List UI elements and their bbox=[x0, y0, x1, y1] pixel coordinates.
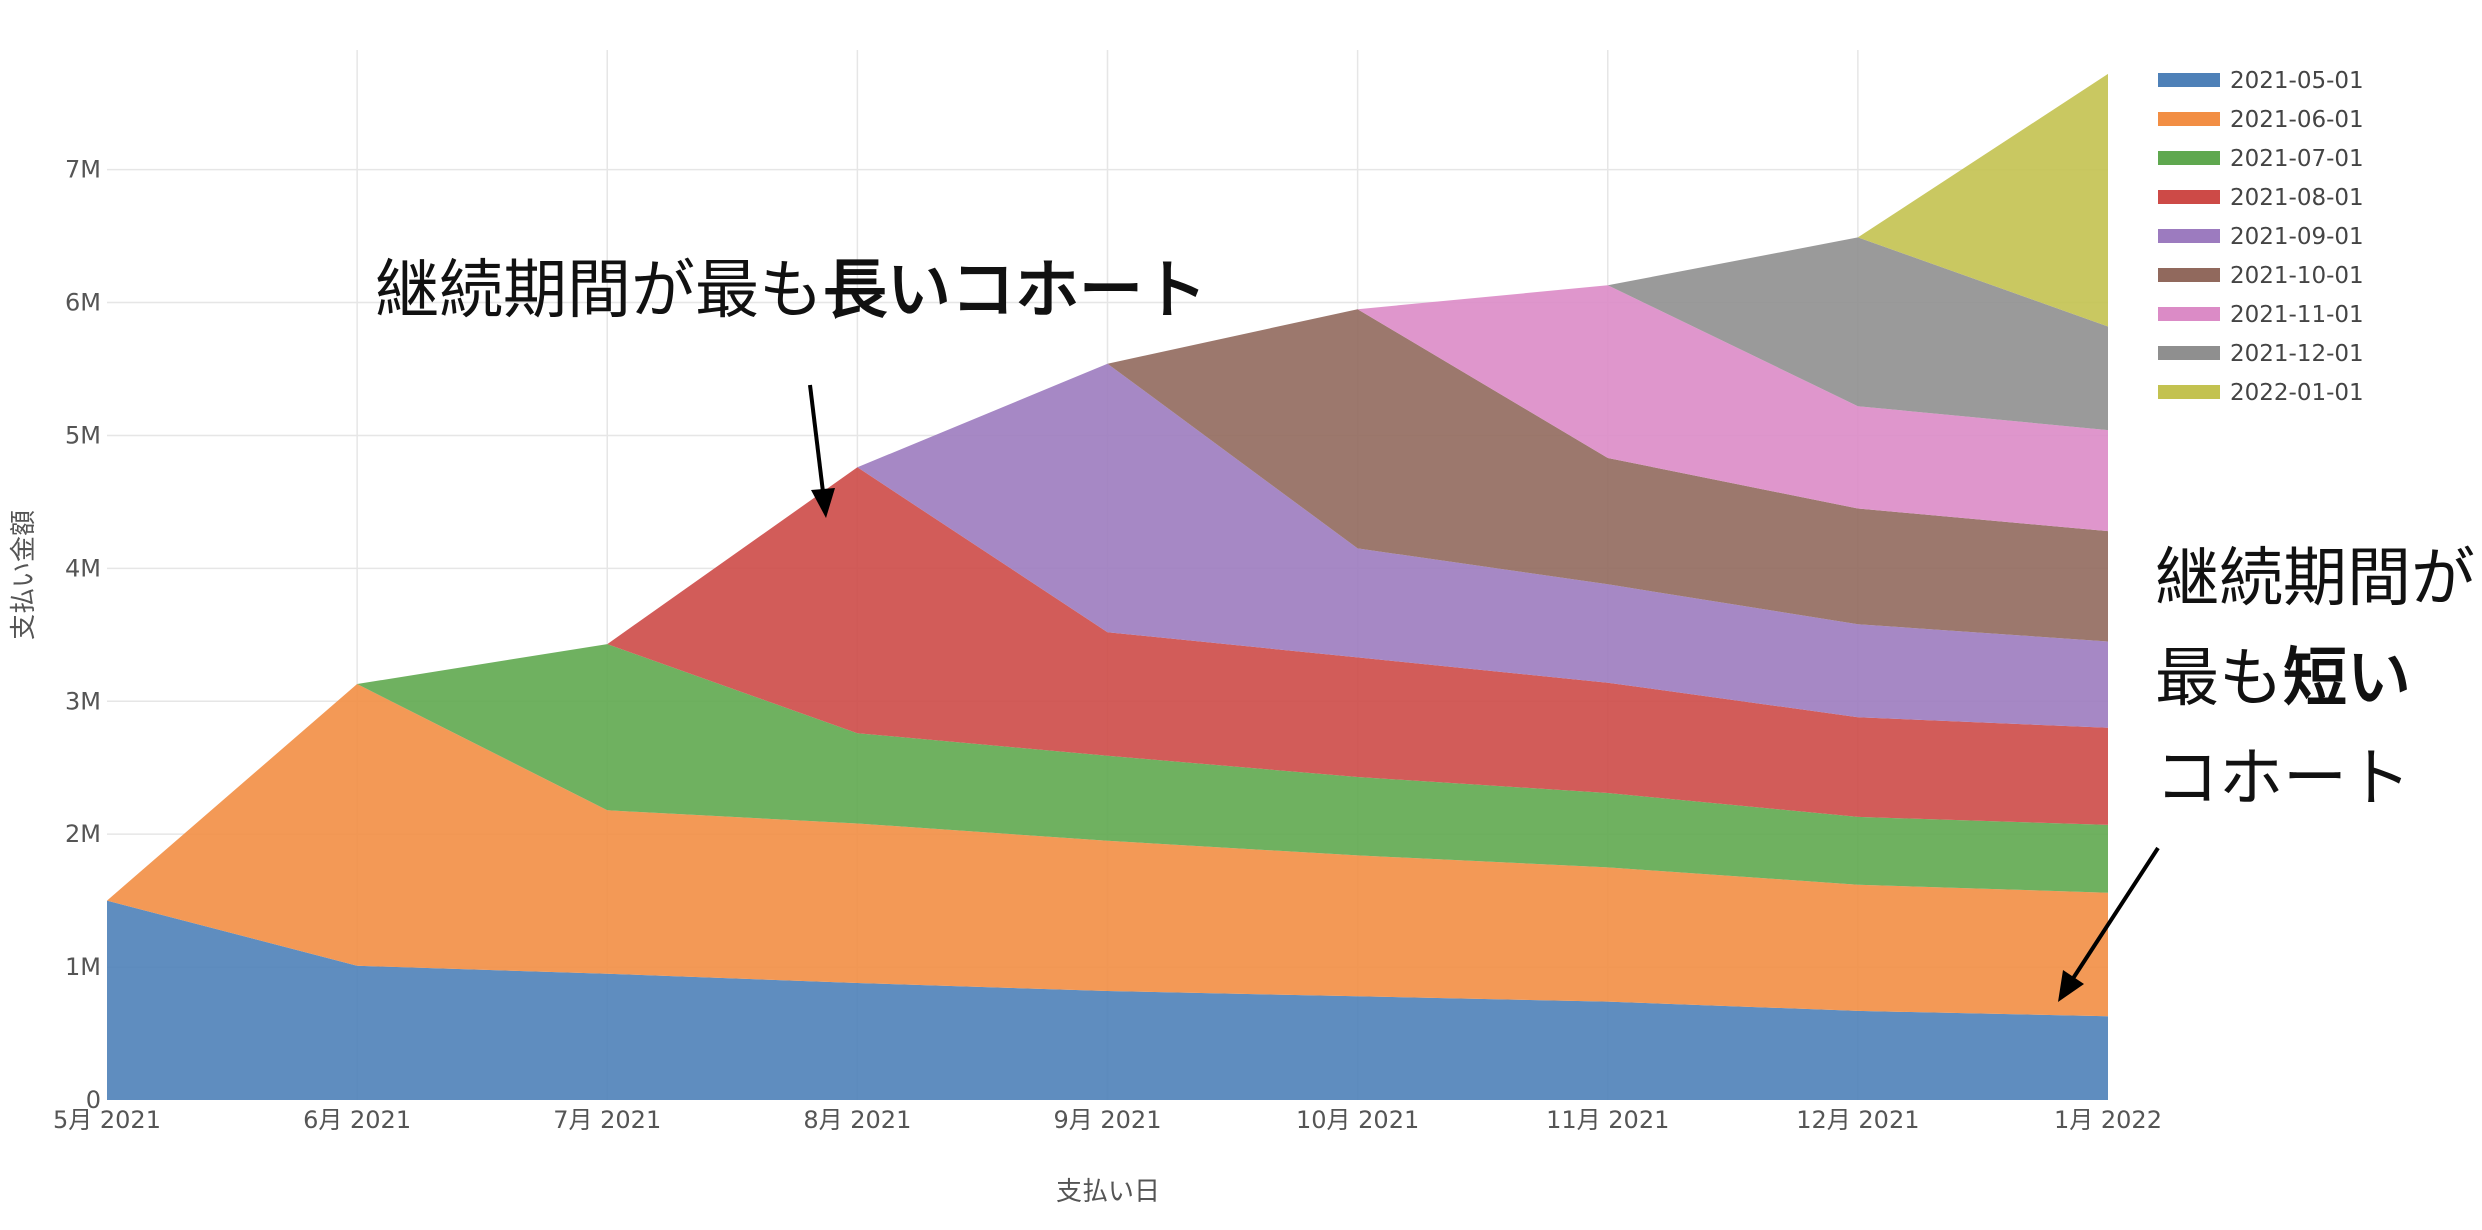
legend-label: 2021-09-01 bbox=[2230, 224, 2364, 250]
legend-label: 2021-12-01 bbox=[2230, 341, 2364, 367]
annotation-longest-normal: 継続期間が最も bbox=[375, 254, 823, 328]
x-tick-label: 12月 2021 bbox=[1796, 1106, 1919, 1134]
x-tick-label: 11月 2021 bbox=[1546, 1106, 1669, 1134]
legend-label: 2021-07-01 bbox=[2230, 146, 2364, 172]
x-tick-label: 1月 2022 bbox=[2054, 1106, 2162, 1134]
x-tick-label: 9月 2021 bbox=[1054, 1106, 1162, 1134]
y-tick-label: 5M bbox=[65, 421, 101, 449]
annotation-shortest-bold: 短い bbox=[2283, 642, 2411, 716]
x-axis-ticks: 5月 2021 6月 2021 7月 2021 8月 2021 9月 2021 10月 2… bbox=[53, 1106, 2162, 1134]
legend-swatch bbox=[2158, 151, 2220, 165]
y-axis-title: 支払い金額 bbox=[9, 510, 39, 640]
annotation-shortest-line2: 最も短い bbox=[2155, 642, 2411, 716]
legend-swatch bbox=[2158, 190, 2220, 204]
x-tick-label: 5月 2021 bbox=[53, 1106, 161, 1134]
y-tick-label: 2M bbox=[65, 820, 101, 848]
x-tick-label: 7月 2021 bbox=[553, 1106, 661, 1134]
annotation-arrow-shortest bbox=[2058, 846, 2160, 1002]
y-tick-label: 1M bbox=[65, 953, 101, 981]
y-tick-label: 0 bbox=[86, 1086, 101, 1114]
legend-label: 2021-11-01 bbox=[2230, 302, 2364, 328]
legend-label: 2021-06-01 bbox=[2230, 107, 2364, 133]
x-axis-title: 支払い日 bbox=[1056, 1177, 1160, 1207]
area-2021-06-01 bbox=[107, 684, 2108, 1017]
y-axis-ticks: 0 1M 2M 3M 4M 5M 6M 7M bbox=[65, 156, 101, 1114]
legend-swatch bbox=[2158, 346, 2220, 360]
area-2021-05-01 bbox=[107, 900, 2108, 1100]
annotation-longest-bold: 長いコホート bbox=[823, 254, 1207, 328]
area-2021-11-01 bbox=[107, 285, 2108, 901]
legend-swatch bbox=[2158, 112, 2220, 126]
area-2021-12-01 bbox=[107, 237, 2108, 901]
y-tick-label: 4M bbox=[65, 554, 101, 582]
x-tick-label: 6月 2021 bbox=[303, 1106, 411, 1134]
legend-label: 2021-10-01 bbox=[2230, 263, 2364, 289]
y-tick-label: 6M bbox=[65, 289, 101, 317]
legend-swatch bbox=[2158, 73, 2220, 87]
x-tick-label: 8月 2021 bbox=[803, 1106, 911, 1134]
legend-swatch bbox=[2158, 229, 2220, 243]
legend-label: 2021-08-01 bbox=[2230, 185, 2364, 211]
legend-swatch bbox=[2158, 268, 2220, 282]
annotation-arrow-longest bbox=[808, 384, 835, 518]
annotation-shortest-line3: コホート bbox=[2155, 742, 2411, 816]
legend: 2021-05-01 2021-06-01 2021-07-01 2021-08-01… bbox=[2158, 68, 2364, 406]
area-2021-08-01 bbox=[107, 467, 2108, 901]
annotation-shortest-normal: 最も bbox=[2155, 642, 2283, 716]
area-2021-09-01 bbox=[107, 363, 2108, 901]
area-2021-07-01 bbox=[107, 644, 2108, 901]
annotation-longest-cohort: 継続期間が最も長いコホート bbox=[375, 254, 1207, 328]
legend-label: 2021-05-01 bbox=[2230, 68, 2364, 94]
legend-swatch bbox=[2158, 385, 2220, 399]
y-tick-label: 3M bbox=[65, 687, 101, 715]
x-tick-label: 10月 2021 bbox=[1296, 1106, 1419, 1134]
legend-swatch bbox=[2158, 307, 2220, 321]
legend-label: 2022-01-01 bbox=[2230, 380, 2364, 406]
annotation-shortest-line1: 継続期間が bbox=[2155, 542, 2475, 616]
area-series bbox=[107, 73, 2108, 1100]
y-tick-label: 7M bbox=[65, 156, 101, 184]
